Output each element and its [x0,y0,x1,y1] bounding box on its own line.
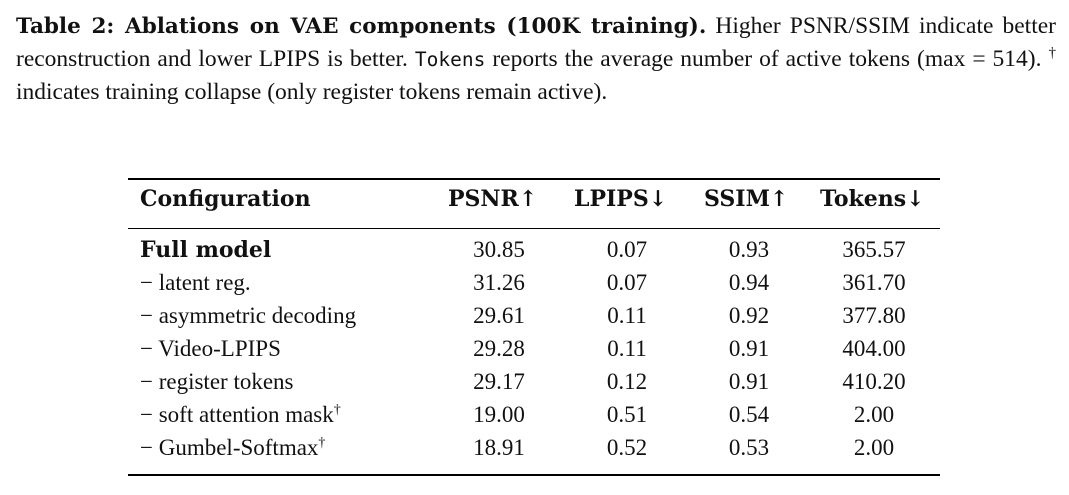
cell-psnr: 18.91 [473,435,525,460]
cell-psnr: 30.85 [473,237,525,262]
cell-lpips: 0.52 [606,435,648,460]
cell-tokens: 410.20 [842,369,906,394]
cell-ssim: 0.54 [728,402,770,427]
table-caption: Table 2: Ablations on VAE components (10… [16,10,1056,109]
cell-ssim: 0.53 [728,435,770,460]
cell-tokens: 2.00 [853,402,895,427]
cell-tokens: 404.00 [842,336,906,361]
cell-configuration: − Video-LPIPS [140,336,281,362]
configuration-label: − asymmetric decoding [140,303,357,328]
caption-text-2: reports the average number of active tok… [485,46,1049,72]
cell-psnr: 29.61 [473,303,525,328]
cell-configuration: − asymmetric decoding [140,303,356,329]
table-top-rule [128,178,940,180]
cell-psnr: 19.00 [473,402,525,427]
cell-lpips: 0.11 [607,303,647,328]
cell-configuration: − register tokens [140,369,294,395]
cell-lpips: 0.07 [606,270,648,295]
cell-tokens: 377.80 [842,303,906,328]
configuration-label: − latent reg. [140,270,251,295]
cell-configuration: Full model [140,237,271,263]
caption-tokens-word: Tokens [414,48,486,71]
cell-tokens: 2.00 [853,435,895,460]
cell-psnr: 31.26 [473,270,525,295]
cell-configuration: − Gumbel-Softmax† [140,435,325,461]
table-bottom-rule [128,474,940,476]
collapse-dagger: † [318,435,326,451]
cell-lpips: 0.11 [607,336,647,361]
cell-ssim: 0.91 [728,369,770,394]
cell-lpips: 0.12 [606,369,648,394]
caption-dagger: † [1048,45,1057,62]
header-psnr: PSNR↑ [448,186,538,212]
cell-ssim: 0.94 [728,270,770,295]
cell-configuration: − soft attention mask† [140,402,341,428]
cell-lpips: 0.51 [606,402,648,427]
cell-lpips: 0.07 [606,237,648,262]
caption-text-1: Higher PSNR/SSIM indicate better reconst… [16,13,1056,72]
configuration-label: − Video-LPIPS [140,336,281,361]
header-lpips: LPIPS↓ [574,186,668,212]
cell-tokens: 361.70 [842,270,906,295]
cell-tokens: 365.57 [842,237,906,262]
caption-text-3: indicates training collapse (only regist… [16,79,608,105]
configuration-label: − register tokens [140,369,294,394]
cell-psnr: 29.28 [473,336,525,361]
cell-psnr: 29.17 [473,369,525,394]
cell-ssim: 0.91 [728,336,770,361]
caption-label: Table 2: Ablations on VAE components (10… [16,14,707,39]
cell-ssim: 0.93 [728,237,770,262]
collapse-dagger: † [333,402,341,418]
table-header-rule [128,228,940,229]
header-configuration: Configuration [140,186,311,212]
cell-configuration: − latent reg. [140,270,251,296]
header-ssim: SSIM↑ [704,186,789,212]
configuration-label: − Gumbel-Softmax [140,435,319,460]
header-tokens: Tokens↓ [820,186,925,212]
configuration-label: Full model [140,237,272,263]
cell-ssim: 0.92 [728,303,770,328]
configuration-label: − soft attention mask [140,402,334,427]
